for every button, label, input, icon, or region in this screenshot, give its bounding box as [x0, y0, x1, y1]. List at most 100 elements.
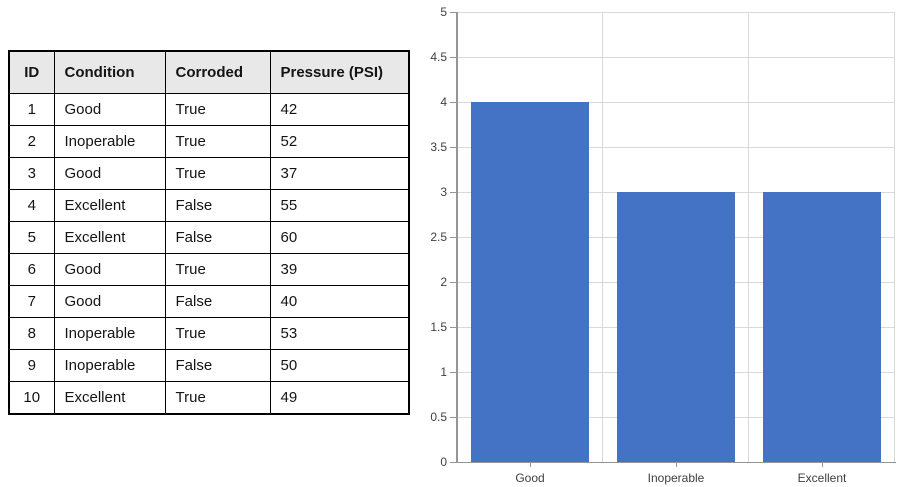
table-cell: 3	[8, 157, 55, 190]
y-axis-label: 4	[440, 95, 447, 109]
x-axis-label: Inoperable	[647, 471, 705, 485]
table-cell: Good	[53, 253, 166, 286]
table-row: 1 Good True 42	[8, 93, 410, 126]
x-axis-tick	[676, 462, 677, 467]
y-axis-tick	[450, 462, 456, 463]
table-cell: 49	[269, 381, 410, 415]
x-gridline	[894, 12, 895, 462]
y-axis-tick	[450, 327, 456, 328]
y-gridline	[457, 57, 895, 58]
y-axis-label: 2	[440, 275, 447, 289]
table-cell: 40	[269, 285, 410, 318]
y-axis-tick	[450, 12, 456, 13]
table-cell: 39	[269, 253, 410, 286]
table-cell: 42	[269, 93, 410, 126]
table-row: 5 Excellent False 60	[8, 221, 410, 254]
y-axis-tick	[450, 237, 456, 238]
table-cell: 10	[8, 381, 55, 415]
table-cell: 37	[269, 157, 410, 190]
table-cell: 4	[8, 189, 55, 222]
y-axis-label: 5	[440, 5, 447, 19]
bar-good	[471, 102, 589, 462]
table-cell: 8	[8, 317, 55, 350]
x-axis-label: Excellent	[797, 471, 847, 485]
table-row: 7 Good False 40	[8, 285, 410, 318]
x-gridline	[748, 12, 749, 462]
table-cell: True	[164, 253, 271, 286]
y-axis-tick	[450, 192, 456, 193]
y-axis-line	[456, 12, 458, 463]
y-axis-label: 2.5	[430, 230, 447, 244]
table-cell: Excellent	[53, 381, 166, 415]
table-cell: Good	[53, 157, 166, 190]
y-axis-label: 1.5	[430, 320, 447, 334]
column-header: Corroded	[164, 50, 271, 94]
x-axis-line	[456, 461, 896, 463]
table-cell: 1	[8, 93, 55, 126]
table-cell: Good	[53, 285, 166, 318]
y-axis-tick	[450, 147, 456, 148]
table-row: 2 Inoperable True 52	[8, 125, 410, 158]
table-cell: Inoperable	[53, 317, 166, 350]
table-cell: 55	[269, 189, 410, 222]
table-row: 9 Inoperable False 50	[8, 349, 410, 382]
y-gridline	[457, 12, 895, 13]
pipe-data-table: ID Condition Corroded Pressure (PSI) 1 Good T…	[8, 50, 410, 415]
table-cell: 52	[269, 125, 410, 158]
table-cell: 50	[269, 349, 410, 382]
y-axis-label: 0	[440, 455, 447, 469]
y-axis-tick	[450, 102, 456, 103]
column-header: Condition	[53, 50, 166, 94]
x-axis-label: Good	[515, 471, 545, 485]
bar-chart: 0 0.5 1 1.5 2 2.5 3 3.5 4 4.5 5 Good Inoperable Excel…	[430, 5, 896, 485]
y-gridline	[457, 147, 895, 148]
y-axis-tick	[450, 417, 456, 418]
table-cell: Inoperable	[53, 349, 166, 382]
table-cell: False	[164, 189, 271, 222]
table-cell: Good	[53, 93, 166, 126]
table-cell: 60	[269, 221, 410, 254]
table-cell: True	[164, 157, 271, 190]
table-body: 1 Good True 42 2 Inoperable True 52 3 Good True 37 4…	[8, 93, 410, 415]
table-cell: 5	[8, 221, 55, 254]
y-axis-tick	[450, 282, 456, 283]
y-axis-label: 4.5	[430, 50, 447, 64]
column-header: ID	[8, 50, 55, 94]
table-cell: 9	[8, 349, 55, 382]
table-cell: 7	[8, 285, 55, 318]
x-gridline	[602, 12, 603, 462]
y-axis-tick	[450, 57, 456, 58]
table-row: 8 Inoperable True 53	[8, 317, 410, 350]
x-axis-tick	[822, 462, 823, 467]
y-axis-label: 0.5	[430, 410, 447, 424]
table-header: ID Condition Corroded Pressure (PSI)	[8, 50, 410, 94]
y-axis-label: 3	[440, 185, 447, 199]
table-row: 4 Excellent False 55	[8, 189, 410, 222]
table-cell: 2	[8, 125, 55, 158]
y-axis-label: 1	[440, 365, 447, 379]
column-header: Pressure (PSI)	[269, 50, 410, 94]
table-row: 6 Good True 39	[8, 253, 410, 286]
bar-inoperable	[617, 192, 735, 462]
table-cell: 6	[8, 253, 55, 286]
table-row: 3 Good True 37	[8, 157, 410, 190]
table-cell: True	[164, 317, 271, 350]
table-cell: True	[164, 125, 271, 158]
table-row: 10 Excellent True 49	[8, 381, 410, 415]
y-axis-label: 3.5	[430, 140, 447, 154]
table-cell: True	[164, 381, 271, 415]
bar-excellent	[763, 192, 881, 462]
table-cell: Excellent	[53, 189, 166, 222]
table-cell: 53	[269, 317, 410, 350]
table-cell: False	[164, 221, 271, 254]
table-cell: Inoperable	[53, 125, 166, 158]
y-axis-tick	[450, 372, 456, 373]
y-gridline	[457, 102, 895, 103]
table-cell: False	[164, 349, 271, 382]
table-cell: Excellent	[53, 221, 166, 254]
table-cell: True	[164, 93, 271, 126]
table-cell: False	[164, 285, 271, 318]
table-header-row: ID Condition Corroded Pressure (PSI)	[8, 50, 410, 94]
x-axis-tick	[530, 462, 531, 467]
